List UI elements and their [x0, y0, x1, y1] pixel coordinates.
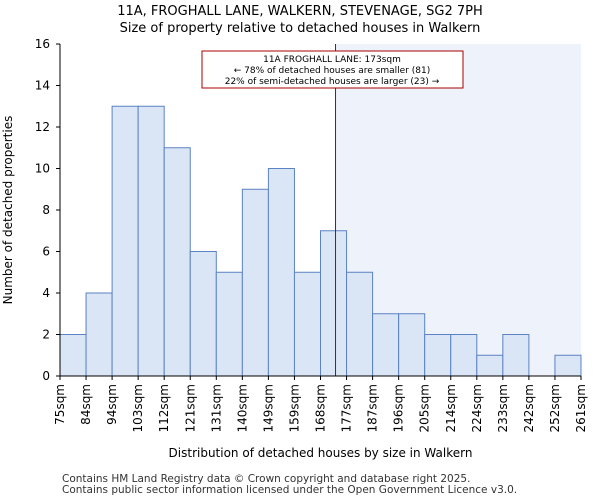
annotation-border	[201, 50, 464, 89]
x-tick-label: 168sqm	[314, 384, 328, 432]
x-tick-label: 140sqm	[235, 384, 249, 432]
bar-214sqm	[450, 334, 478, 377]
y-tick-label: 12	[35, 120, 50, 134]
y-axis-label: Number of detached properties	[1, 116, 15, 305]
x-tick-label: 121sqm	[183, 384, 197, 432]
bar-103sqm	[137, 105, 165, 377]
x-axis-label: Distribution of detached houses by size …	[169, 446, 473, 460]
x-ticks: 75sqm 84sqm 94sqm 103sqm 112sqm 121sqm 131sqm 1…	[53, 376, 588, 432]
bar-159sqm	[293, 271, 322, 377]
y-tick-label: 6	[42, 245, 50, 259]
x-tick-label: 159sqm	[287, 384, 301, 432]
y-tick-label: 4	[42, 286, 50, 300]
annotation-line-1: 11A FROGHALL LANE: 173sqm	[263, 55, 401, 65]
bar-252sqm	[554, 354, 582, 377]
x-tick-label: 75sqm	[53, 384, 67, 425]
x-tick-label: 252sqm	[548, 384, 562, 432]
y-tick-label: 16	[35, 37, 50, 51]
bar-168sqm	[320, 230, 348, 377]
y-tick-label: 8	[42, 203, 50, 217]
annotation-line-3: 22% of semi-detached houses are larger (…	[225, 77, 440, 87]
x-tick-label: 196sqm	[392, 384, 406, 432]
x-tick-label: 149sqm	[261, 384, 275, 432]
bar-84sqm	[85, 292, 113, 377]
x-tick-label: 177sqm	[340, 384, 354, 432]
bar-group	[59, 105, 582, 377]
chart-title: Size of property relative to detached ho…	[119, 21, 481, 36]
x-tick-label: 242sqm	[522, 384, 536, 432]
x-tick-label: 84sqm	[79, 384, 93, 425]
x-tick-label: 233sqm	[496, 384, 510, 432]
chart-title-address: 11A, FROGHALL LANE, WALKERN, STEVENAGE, …	[117, 4, 483, 19]
bar-233sqm	[502, 334, 530, 377]
bar-196sqm	[398, 313, 426, 377]
bar-131sqm	[215, 271, 243, 377]
bar-205sqm	[424, 334, 452, 377]
x-tick-label: 187sqm	[366, 384, 380, 432]
x-tick-label: 214sqm	[444, 384, 458, 432]
bar-75sqm	[59, 334, 87, 377]
bar-224sqm	[476, 354, 504, 377]
y-tick-label: 2	[42, 328, 50, 342]
bar-112sqm	[163, 147, 191, 377]
x-tick-label: 261sqm	[574, 384, 588, 432]
bar-187sqm	[372, 313, 400, 377]
bar-149sqm	[267, 168, 295, 377]
x-tick-label: 205sqm	[418, 384, 432, 432]
bar-140sqm	[241, 188, 269, 377]
y-tick-label: 0	[42, 369, 50, 383]
bar-121sqm	[189, 251, 217, 377]
y-tick-label: 14	[35, 79, 50, 93]
bar-177sqm	[346, 271, 374, 377]
annotation-line-2: ← 78% of detached houses are smaller (81…	[234, 66, 431, 76]
x-tick-label: 224sqm	[470, 384, 484, 432]
x-tick-label: 94sqm	[105, 384, 119, 425]
x-tick-label: 131sqm	[209, 384, 223, 432]
footer-licence: Contains public sector information licen…	[62, 484, 518, 496]
x-tick-label: 112sqm	[157, 384, 171, 432]
x-tick-label: 103sqm	[131, 384, 145, 432]
y-ticks: 0 2 4 6 8 10 12 14 16	[35, 37, 60, 383]
y-tick-label: 10	[35, 162, 50, 176]
annotation-box: 11A FROGHALL LANE: 173sqm ← 78% of detac…	[201, 50, 464, 89]
footer-copyright: Contains HM Land Registry data © Crown c…	[62, 473, 471, 485]
bar-94sqm	[111, 105, 139, 377]
